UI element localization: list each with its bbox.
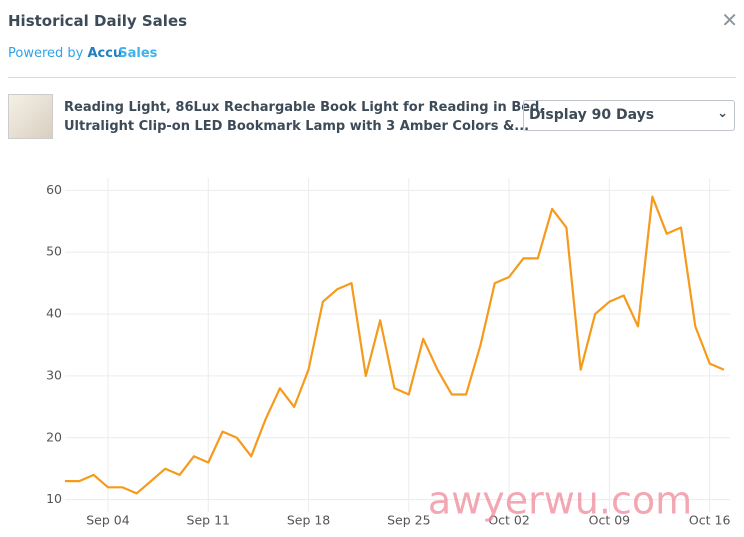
powered-by: Powered by AccuSales	[8, 46, 157, 61]
watermark: awyerwu.com	[428, 479, 692, 523]
product-title: Reading Light, 86Lux Rechargable Book Li…	[64, 98, 544, 136]
x-tick-label: Oct 02	[488, 513, 530, 528]
x-tick-label: Oct 09	[589, 513, 631, 528]
range-select[interactable]: Display 90 Days ⌄	[523, 100, 735, 131]
y-tick-label: 50	[46, 244, 62, 259]
dialog-title: Historical Daily Sales	[8, 12, 188, 30]
y-tick-label: 60	[46, 182, 62, 197]
brand-a: Accu	[87, 46, 123, 61]
brand-b: Sales	[118, 46, 158, 61]
y-tick-label: 30	[46, 367, 62, 382]
close-button[interactable]: ✕	[721, 8, 738, 32]
product-image	[8, 94, 53, 139]
x-tick-label: Sep 11	[187, 513, 230, 528]
sales-line	[65, 195, 725, 495]
range-select-text: Display 90 Days	[529, 107, 655, 123]
y-tick-label: 20	[46, 429, 62, 444]
y-tick-label: 40	[46, 306, 62, 321]
x-tick-label: Sep 04	[86, 513, 129, 528]
product-title-line: Reading Light, 86Lux Rechargable Book Li…	[64, 100, 545, 115]
powered-by-text: Powered by	[8, 46, 84, 61]
x-tick-label: Sep 25	[387, 513, 430, 528]
x-tick-label: Sep 18	[287, 513, 330, 528]
divider	[8, 77, 736, 78]
x-tick-label: Oct 16	[689, 513, 731, 528]
y-tick-label: 10	[46, 491, 62, 506]
product-title-line: Ultralight Clip-on LED Bookmark Lamp wit…	[64, 119, 530, 134]
